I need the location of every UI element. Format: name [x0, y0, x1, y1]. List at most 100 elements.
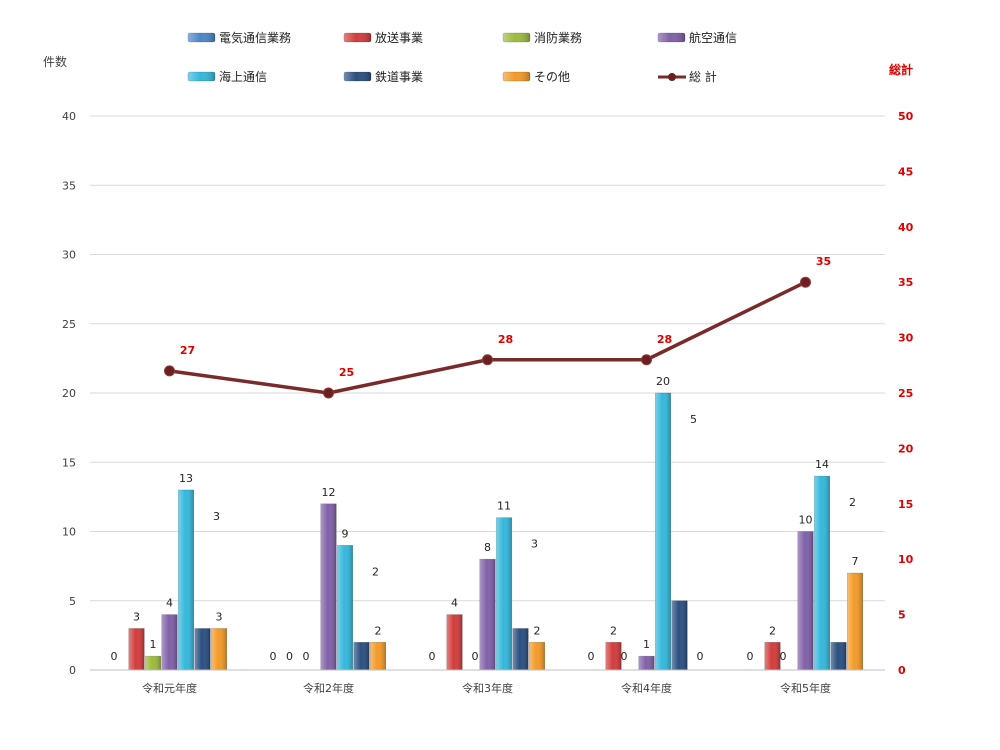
- left-tick-label: 40: [62, 110, 76, 123]
- legend-label: 総 計: [689, 69, 717, 84]
- right-tick-label: 35: [898, 276, 913, 289]
- data-label: 0: [111, 650, 118, 663]
- data-label: 12: [322, 486, 336, 499]
- right-tick-label: 40: [898, 221, 914, 234]
- data-label: 0: [588, 650, 595, 663]
- legend-label: 電気通信業務: [219, 30, 291, 45]
- data-label: 2: [610, 624, 617, 637]
- legend-swatch-shine: [658, 33, 685, 42]
- legend-label: 消防業務: [534, 30, 582, 45]
- left-tick-label: 30: [62, 249, 76, 262]
- data-label: 8: [484, 541, 491, 554]
- bar-highlight: [194, 628, 211, 670]
- left-tick-label: 35: [62, 179, 76, 192]
- total-label: 27: [180, 344, 195, 357]
- category-label: 令和5年度: [780, 681, 831, 695]
- x-axis: 令和元年度 令和2年度 令和3年度 令和4年度 令和5年度: [90, 669, 885, 695]
- right-tick-label: 20: [898, 442, 914, 455]
- left-tick-label: 10: [62, 526, 76, 539]
- left-tick-label: 0: [69, 664, 76, 677]
- legend-swatch-shine: [344, 33, 371, 42]
- right-axis: 0 5 10 15 20 25 30 35 40 45 50: [898, 110, 914, 677]
- legend-label: 航空通信: [689, 30, 737, 45]
- total-line: 27 25 28 28 35: [164, 255, 831, 399]
- right-axis-title: 総計: [889, 62, 913, 77]
- total-point: [323, 387, 334, 399]
- legend-label: 鉄道事業: [375, 69, 423, 84]
- data-label: 9: [342, 527, 349, 540]
- bar-highlight: [529, 642, 545, 670]
- data-label: 14: [815, 458, 829, 471]
- right-tick-label: 5: [898, 609, 906, 622]
- data-label: 4: [166, 597, 173, 610]
- data-label: 11: [497, 500, 511, 513]
- left-tick-label: 25: [62, 318, 76, 331]
- legend-swatch-shine: [188, 33, 215, 42]
- legend-label: 放送事業: [375, 30, 423, 45]
- legend-swatch-shine: [503, 33, 530, 42]
- legend-label: その他: [534, 70, 570, 84]
- data-label: 2: [372, 565, 379, 578]
- bar-highlight: [605, 642, 622, 670]
- bar-highlight: [496, 517, 512, 670]
- legend-swatch-shine: [344, 72, 371, 81]
- data-label: 0: [621, 650, 628, 663]
- data-label: 2: [375, 624, 382, 637]
- bar-highlight: [337, 545, 353, 670]
- data-label: 0: [429, 650, 436, 663]
- total-point: [800, 276, 811, 288]
- data-label: 13: [179, 472, 193, 485]
- gridlines: [90, 115, 885, 602]
- data-label: 0: [697, 650, 704, 663]
- bar-highlight: [353, 642, 370, 670]
- total-label: 28: [498, 333, 513, 346]
- data-label: 0: [780, 650, 787, 663]
- data-label: 0: [747, 650, 754, 663]
- total-point: [164, 365, 175, 377]
- data-label: 3: [133, 610, 140, 623]
- legend-swatch-shine: [503, 72, 530, 81]
- bar-highlight: [814, 476, 830, 670]
- left-axis-title: 件数: [43, 54, 67, 69]
- data-label: 0: [286, 650, 293, 663]
- data-label: 0: [303, 650, 310, 663]
- data-label: 3: [531, 538, 538, 551]
- bar-highlight: [446, 614, 463, 670]
- bar-highlight: [655, 393, 671, 670]
- data-label: 5: [690, 413, 697, 426]
- category-label: 令和4年度: [621, 681, 672, 695]
- total-point: [641, 354, 652, 366]
- bar-highlight: [847, 573, 863, 670]
- legend-label: 海上通信: [219, 69, 267, 84]
- total-point: [482, 354, 493, 366]
- left-tick-label: 15: [62, 456, 76, 469]
- data-label: 3: [213, 510, 220, 523]
- data-label: 2: [849, 496, 856, 509]
- data-label: 1: [643, 638, 650, 651]
- right-tick-label: 50: [898, 110, 914, 123]
- bar-highlight: [671, 600, 688, 670]
- data-label: 2: [769, 624, 776, 637]
- bar-highlight: [830, 642, 847, 670]
- data-label: 2: [534, 624, 541, 637]
- data-label: 4: [451, 597, 458, 610]
- bar-highlight: [764, 642, 781, 670]
- bar-highlight: [128, 628, 145, 670]
- data-label: 10: [799, 514, 813, 527]
- left-axis: 0 5 10 15 20 25 30 35 40: [62, 110, 76, 677]
- right-tick-label: 30: [898, 332, 914, 345]
- bar-highlight: [797, 531, 814, 670]
- right-tick-label: 25: [898, 387, 913, 400]
- data-label: 20: [656, 375, 670, 388]
- right-tick-label: 10: [898, 553, 914, 566]
- bar-highlight: [512, 628, 529, 670]
- data-label: 0: [270, 650, 277, 663]
- legend-marker: [668, 73, 676, 81]
- total-label: 35: [816, 255, 831, 268]
- total-line-path: [169, 280, 807, 395]
- category-label: 令和2年度: [303, 681, 354, 695]
- right-tick-label: 45: [898, 165, 913, 178]
